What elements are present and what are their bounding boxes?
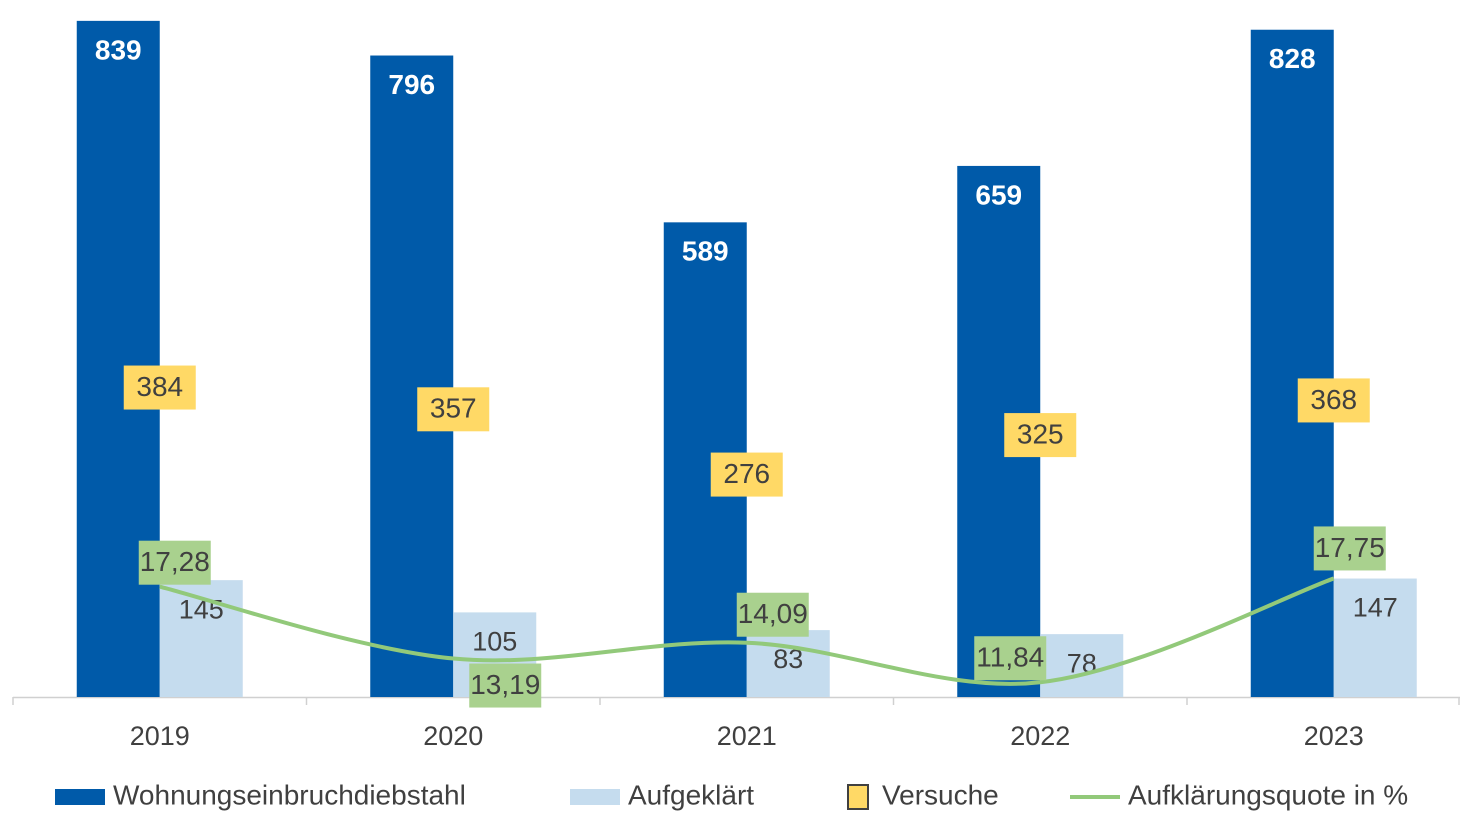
quote-label-bg	[469, 663, 542, 708]
bar	[76, 20, 160, 698]
quote-label-bg	[736, 592, 809, 637]
bar-value-label: 659	[975, 179, 1022, 210]
legend-swatch	[847, 784, 869, 810]
versuche-label: 384	[136, 371, 183, 402]
x-tick-label: 2021	[717, 721, 777, 751]
quote-label-bg	[1313, 526, 1386, 571]
versuche-label-bg	[1004, 413, 1077, 458]
x-tick-label: 2023	[1304, 721, 1364, 751]
legend-label: Aufklärungsquote in %	[1128, 779, 1408, 810]
legend-label: Versuche	[882, 779, 999, 810]
versuche-label-bg	[123, 365, 196, 410]
legend-label: Wohnungseinbruchdiebstahl	[113, 779, 466, 810]
versuche-label: 276	[723, 458, 770, 489]
bar-value-label: 105	[472, 627, 517, 657]
x-tick-label: 2022	[1010, 721, 1070, 751]
versuche-label-bg	[417, 387, 490, 432]
bar-value-label: 589	[682, 236, 729, 267]
quote-label: 14,09	[738, 598, 808, 629]
x-tick-label: 2020	[423, 721, 483, 751]
quote-label-bg	[974, 636, 1047, 681]
versuche-label: 368	[1310, 384, 1357, 415]
x-tick-label: 2019	[130, 721, 190, 751]
quote-label: 17,75	[1315, 532, 1385, 563]
bar-value-label: 147	[1353, 593, 1398, 623]
bar-value-label: 796	[388, 69, 435, 100]
line	[159, 576, 1335, 686]
quote-label: 11,84	[976, 642, 1044, 673]
quote-label-bg	[138, 540, 211, 585]
bar	[746, 630, 830, 697]
quote-label: 17,28	[140, 546, 210, 577]
legend-swatch	[570, 789, 620, 805]
versuche-label: 325	[1017, 418, 1064, 449]
bar-value-label: 828	[1269, 43, 1316, 74]
bar	[370, 55, 454, 698]
versuche-label-bg	[710, 452, 783, 497]
quote-label: 13,19	[470, 669, 540, 700]
legend-swatch	[55, 789, 105, 805]
versuche-label-bg	[1297, 378, 1370, 423]
legend-label: Aufgeklärt	[628, 779, 754, 810]
bar	[1333, 578, 1417, 697]
bar-value-label: 839	[95, 34, 142, 65]
versuche-label: 357	[430, 393, 477, 424]
